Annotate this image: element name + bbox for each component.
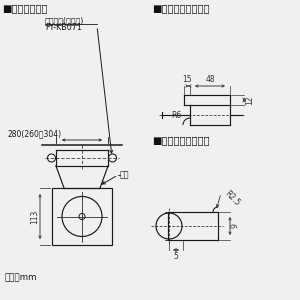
Text: 単位：mm: 単位：mm xyxy=(5,273,38,282)
Text: 12: 12 xyxy=(245,95,254,105)
Text: 5: 5 xyxy=(174,252,178,261)
Text: ■吊り金具穴詳細図: ■吊り金具穴詳細図 xyxy=(152,3,209,13)
Text: 本体: 本体 xyxy=(120,170,130,179)
Text: 48: 48 xyxy=(205,75,215,84)
Text: 9: 9 xyxy=(231,224,240,228)
Text: 15: 15 xyxy=(182,75,192,84)
Text: R6: R6 xyxy=(172,111,182,120)
Text: 113: 113 xyxy=(30,209,39,224)
Text: 280(260～304): 280(260～304) xyxy=(8,129,62,138)
Text: ■吊り金具位置: ■吊り金具位置 xyxy=(2,3,47,13)
Bar xyxy=(52,188,112,245)
Text: ■本体取付穴詳細図: ■本体取付穴詳細図 xyxy=(152,135,209,145)
Text: 吊り金具(別売品): 吊り金具(別売品) xyxy=(45,16,84,25)
Text: R2.5: R2.5 xyxy=(223,189,242,207)
Text: FY-KB071: FY-KB071 xyxy=(45,23,82,32)
